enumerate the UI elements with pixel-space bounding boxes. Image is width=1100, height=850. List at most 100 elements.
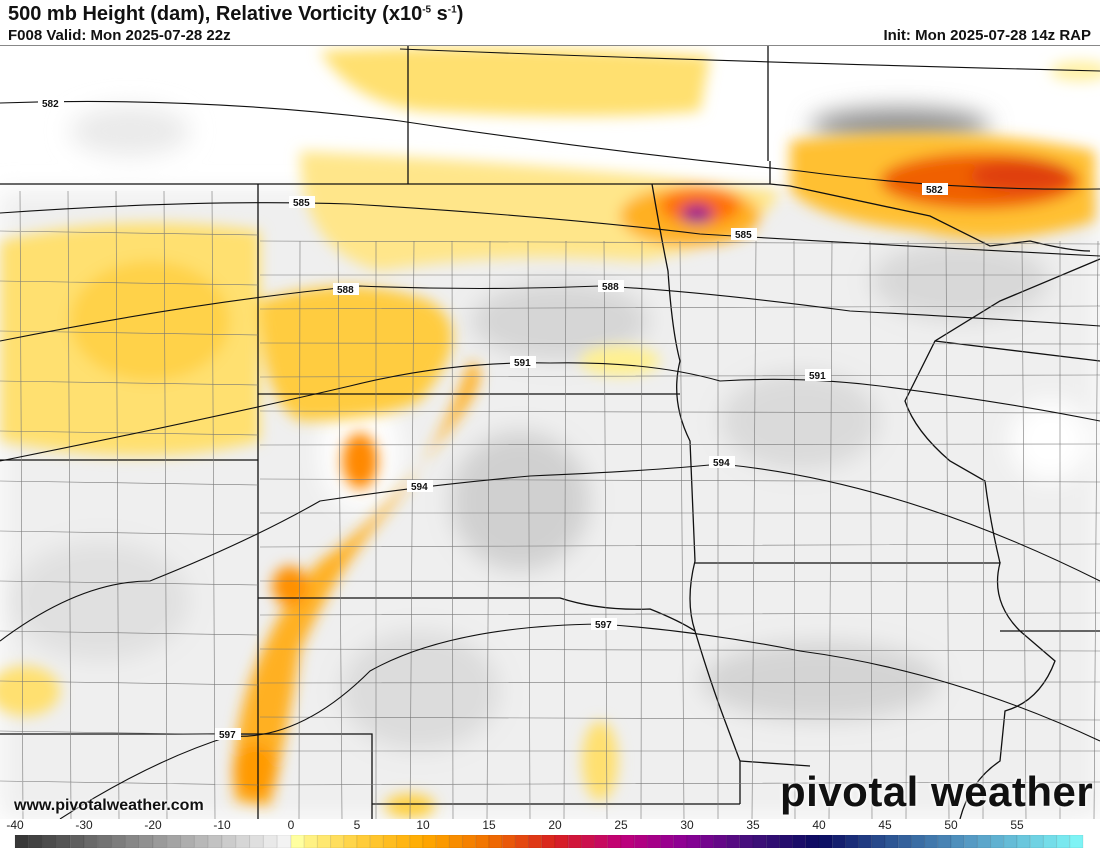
colorbar-bin	[514, 835, 530, 848]
colorbar-bin	[475, 835, 490, 848]
colorbar-bin	[699, 835, 714, 848]
colorbar-bin	[1016, 835, 1031, 848]
colorbar	[14, 835, 1084, 848]
colorbar-bin	[897, 835, 912, 848]
colorbar-bin	[396, 835, 411, 848]
colorbar-bin	[193, 835, 209, 848]
colorbar-bin	[554, 835, 569, 848]
colorbar-bin	[462, 835, 477, 848]
svg-text:591: 591	[809, 371, 826, 382]
colorbar-bin	[871, 835, 886, 848]
title-end: )	[456, 3, 464, 25]
colorbar-tick-label: 30	[680, 818, 694, 832]
county-lines	[0, 190, 1100, 819]
title-exp2: -1	[447, 4, 457, 16]
pivotal-weather-logo: pivotal weather	[780, 768, 1094, 815]
colorbar-bin	[594, 835, 609, 848]
colorbar-bin	[1029, 835, 1044, 848]
colorbar-labels: -40 -30 -20 -10 0 5 10 15 20 25 30 35 40 45 50 55	[0, 818, 1100, 834]
colorbar-bin	[792, 835, 807, 848]
colorbar-bin	[262, 835, 278, 848]
colorbar-bin	[28, 835, 44, 848]
colorbar-bin	[607, 835, 622, 848]
colorbar-bin	[950, 835, 965, 848]
colorbar-bin	[207, 835, 223, 848]
colorbar-bin	[831, 835, 846, 848]
contour-label-594: 594	[407, 480, 433, 493]
colorbar-bin	[963, 835, 978, 848]
svg-text:582: 582	[926, 185, 943, 196]
valid-time: F008 Valid: Mon 2025-07-28 22z	[8, 27, 231, 44]
contour-label-585: 585	[289, 196, 315, 209]
colorbar-bin	[55, 835, 71, 848]
colorbar-tick-label: 40	[812, 818, 826, 832]
colorbar-bin	[152, 835, 168, 848]
colorbar-bin	[1042, 835, 1058, 848]
svg-text:588: 588	[337, 285, 354, 296]
svg-text:582: 582	[42, 99, 59, 110]
colorbar-bin	[858, 835, 873, 848]
svg-text:597: 597	[219, 730, 236, 741]
svg-text:588: 588	[602, 282, 619, 293]
colorbar-tick-label: -30	[75, 818, 93, 832]
svg-text:591: 591	[514, 358, 531, 369]
colorbar-tick-label: 50	[944, 818, 958, 832]
init-time: Init: Mon 2025-07-28 14z RAP	[883, 27, 1091, 44]
colorbar-bin	[580, 835, 596, 848]
colorbar-bin	[818, 835, 833, 848]
colorbar-bin	[382, 835, 398, 848]
colorbar-bin	[343, 835, 358, 848]
colorbar-bin	[422, 835, 437, 848]
title-exp1: -5	[422, 4, 432, 16]
colorbar-bin	[249, 835, 264, 848]
colorbar-bin	[1003, 835, 1018, 848]
state-borders	[0, 46, 1100, 819]
svg-text:597: 597	[595, 620, 612, 631]
contour-label-597: 597	[215, 728, 241, 741]
colorbar-bin	[620, 835, 635, 848]
colorbar-bin	[409, 835, 424, 848]
contour-label-594: 594	[709, 456, 735, 469]
svg-text:594: 594	[411, 482, 428, 493]
contour-label-591: 591	[510, 356, 536, 369]
colorbar-bin	[111, 835, 126, 848]
colorbar-tick-label: 0	[287, 818, 295, 832]
colorbar-bin	[739, 835, 754, 848]
colorbar-bin	[83, 835, 99, 848]
weather-map[interactable]: 582 582 585 585 588 588 591 591 594 594 …	[0, 45, 1100, 819]
colorbar-bin	[1056, 835, 1071, 848]
colorbar-bin	[660, 835, 675, 848]
colorbar-bin	[712, 835, 728, 848]
contour-label-597: 597	[591, 618, 617, 631]
colorbar-bin	[633, 835, 648, 848]
svg-text:594: 594	[713, 458, 730, 469]
contour-label-588: 588	[598, 280, 624, 293]
colorbar-bin	[910, 835, 926, 848]
colorbar-bin	[166, 835, 182, 848]
colorbar-bin	[180, 835, 195, 848]
svg-text:585: 585	[293, 198, 310, 209]
colorbar-bin	[646, 835, 662, 848]
colorbar-bin	[290, 835, 305, 848]
colorbar-bin	[765, 835, 780, 848]
colorbar-tick-label: 35	[746, 818, 760, 832]
colorbar-bin	[541, 835, 556, 848]
colorbar-bin	[14, 835, 30, 848]
colorbar-tick-label: 45	[878, 818, 892, 832]
colorbar-bin	[1069, 835, 1084, 848]
svg-text:585: 585	[735, 230, 752, 241]
contour-label-588: 588	[333, 283, 359, 296]
colorbar-bin	[356, 835, 371, 848]
contour-label-591: 591	[805, 369, 831, 382]
county-borders	[0, 190, 1100, 819]
contour-label-582: 582	[38, 97, 64, 110]
colorbar-bin	[42, 835, 57, 848]
colorbar-bin	[924, 835, 939, 848]
contour-label-582: 582	[922, 183, 948, 196]
colorbar-bin	[276, 835, 292, 848]
colorbar-tick-label: 25	[614, 818, 628, 832]
colorbar-bin	[124, 835, 140, 848]
colorbar-tick-label: -10	[213, 818, 231, 832]
colorbar-bin	[976, 835, 992, 848]
colorbar-bin	[448, 835, 464, 848]
